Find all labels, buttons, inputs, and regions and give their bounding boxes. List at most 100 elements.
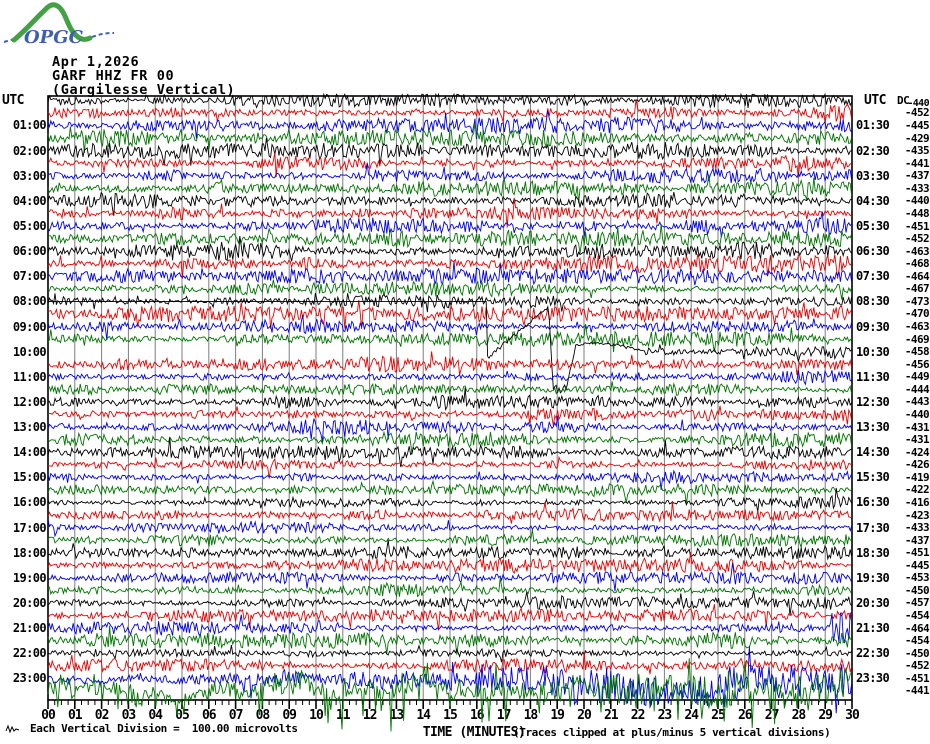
caption-vertical-division: Each Vertical Division = 100.00 microvol… (30, 722, 298, 735)
dc-value: -456 (904, 357, 930, 371)
right-time-label: 15:30 (856, 470, 890, 485)
right-time-label: 08:30 (856, 294, 890, 309)
x-tick-label: 06 (201, 708, 217, 723)
trace-row (47, 577, 852, 598)
left-time-label: 02:00 (12, 143, 47, 158)
left-time-label: 05:00 (12, 219, 47, 233)
dc-value: -464 (904, 269, 930, 283)
trace-row (47, 253, 852, 279)
left-time-label: 15:00 (12, 470, 47, 485)
trace-row (47, 415, 853, 443)
x-tick-label: 29 (818, 708, 833, 723)
dc-value: -451 (904, 671, 930, 685)
dc-value: -440 (907, 98, 929, 110)
dc-value: -431 (904, 433, 930, 447)
dc-value: -426 (904, 458, 930, 472)
dc-value: -449 (904, 370, 930, 384)
dc-value: -452 (904, 659, 930, 673)
left-time-label: 23:00 (12, 671, 47, 686)
dc-value: -419 (904, 470, 930, 484)
right-time-label: 21:30 (856, 621, 890, 636)
trace-row (47, 519, 853, 538)
trace-row (47, 137, 852, 166)
dc-value: -441 (904, 684, 930, 698)
trace-row (47, 562, 853, 592)
dc-value: -422 (904, 483, 930, 497)
x-tick-label: 03 (121, 708, 137, 723)
x-tick-label: 28 (791, 708, 807, 723)
logo-text: OPGC (24, 27, 84, 48)
trace-row (47, 224, 853, 254)
dc-value: -443 (904, 395, 930, 409)
trace-row (47, 604, 853, 631)
trace-row (47, 191, 852, 216)
trace-row (48, 279, 853, 300)
x-tick-label: 00 (41, 708, 56, 723)
trace-row (47, 198, 852, 228)
x-tick-label: 09 (282, 708, 297, 723)
dc-value: -431 (904, 420, 930, 434)
dc-value: -437 (904, 169, 930, 183)
left-time-label: 17:00 (12, 520, 47, 535)
dc-value: -451 (904, 219, 930, 233)
right-time-label: 01:30 (856, 118, 890, 133)
right-time-label: 16:30 (856, 495, 890, 510)
trace-row (47, 351, 853, 376)
trace-row (47, 437, 852, 468)
x-tick-label: 10 (309, 708, 324, 723)
trace-row (47, 552, 852, 575)
dc-value: -457 (904, 596, 930, 610)
left-time-label: 22:00 (12, 646, 47, 661)
trace-row (47, 487, 852, 512)
left-time-label: 16:00 (12, 495, 47, 510)
dc-value: -429 (904, 131, 930, 145)
x-tick-label: 20 (577, 708, 592, 723)
x-tick-label: 26 (737, 708, 753, 723)
left-time-label: 01:00 (12, 118, 47, 133)
dc-value: -441 (904, 156, 930, 170)
trace-row (47, 324, 852, 353)
right-time-label: 07:30 (856, 269, 890, 284)
left-time-label: 06:00 (12, 244, 47, 259)
left-time-label: 10:00 (12, 344, 47, 359)
trace-row (47, 211, 852, 238)
dc-value: -463 (904, 320, 930, 333)
trace-row (47, 612, 852, 644)
left-time-label: 12:00 (12, 394, 47, 409)
x-tick-label: 23 (657, 708, 673, 723)
trace-row (47, 430, 853, 455)
trace-row (47, 92, 853, 109)
dc-value: -423 (904, 508, 930, 522)
right-time-label: 13:30 (856, 420, 890, 434)
dc-value: -458 (904, 345, 930, 359)
x-tick-label: 11 (335, 708, 351, 723)
dc-value: -473 (904, 294, 930, 308)
dc-value: -440 (904, 194, 930, 208)
trace-row (47, 122, 853, 154)
trace-row (48, 387, 852, 411)
x-tick-label: 02 (94, 708, 110, 723)
trace-row (47, 162, 853, 184)
left-time-label: 08:00 (12, 294, 47, 309)
logo-swoosh (11, 2, 93, 43)
right-time-label: 19:30 (856, 570, 890, 585)
trace-row (47, 99, 853, 123)
trace-row (47, 529, 852, 550)
right-time-label: 20:30 (856, 595, 890, 610)
dc-value: -440 (904, 408, 930, 421)
dc-value: -464 (904, 621, 930, 635)
trace-row (47, 658, 852, 732)
dc-value: -437 (904, 533, 930, 547)
x-tick-label: 05 (175, 708, 190, 723)
dc-value: -450 (904, 583, 930, 597)
dc-value: -470 (904, 307, 930, 321)
x-tick-label: 30 (845, 708, 860, 723)
left-time-label: 19:00 (12, 570, 47, 585)
dc-value: -452 (904, 106, 930, 120)
x-tick-label: 15 (443, 708, 458, 723)
trace-row (47, 110, 852, 140)
left-time-label: 13:00 (12, 420, 47, 434)
x-tick-label: 27 (764, 708, 780, 723)
x-tick-label: 19 (550, 708, 565, 723)
caption-clipping: (Traces clipped at plus/minus 5 vertical… (513, 726, 831, 739)
